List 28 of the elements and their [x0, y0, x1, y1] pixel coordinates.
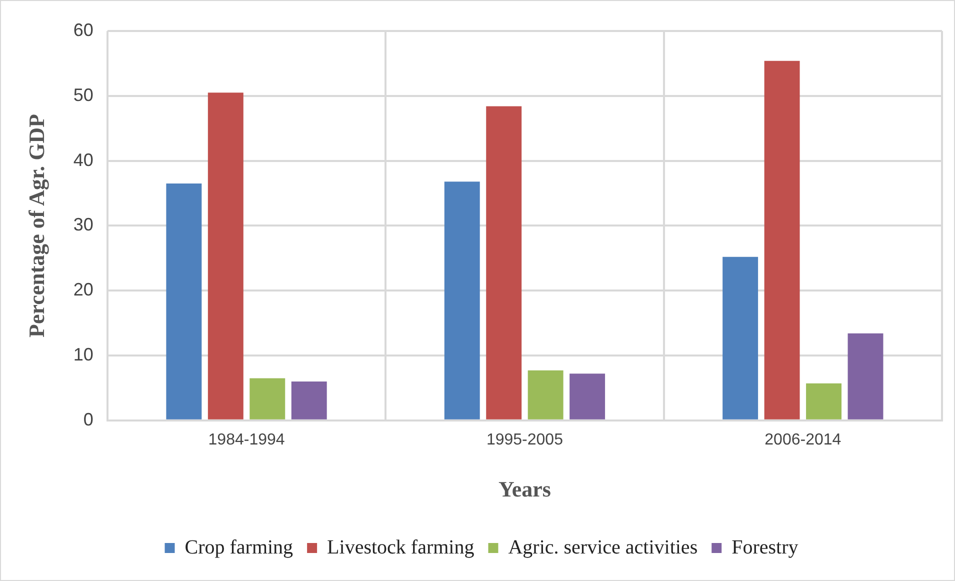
y-tick-label: 10 — [73, 344, 94, 364]
bar — [570, 374, 606, 420]
bar — [528, 370, 564, 420]
y-tick-label: 30 — [73, 214, 94, 235]
y-tick-label: 20 — [73, 280, 94, 300]
bar — [291, 381, 327, 420]
bar — [848, 333, 884, 420]
y-tick-label: 40 — [73, 150, 94, 170]
bar — [722, 256, 758, 420]
bar — [166, 184, 202, 420]
legend-label: Forestry — [732, 536, 798, 558]
y-tick-label: 60 — [73, 20, 94, 40]
y-tick-label: 0 — [83, 409, 94, 430]
bar — [764, 60, 800, 420]
x-tick-label: 2006-2014 — [764, 431, 842, 448]
x-tick-label: 1995-2005 — [486, 431, 564, 448]
x-axis-title: Years — [498, 476, 552, 502]
bar — [806, 383, 842, 420]
legend-label: Agric. service activities — [508, 536, 698, 558]
x-tick-label: 1984-1994 — [208, 431, 285, 448]
bar — [208, 92, 244, 420]
bar — [250, 378, 286, 420]
legend-label: Livestock farming — [327, 536, 474, 558]
legend-label: Crop farming — [184, 536, 294, 558]
y-tick-label: 50 — [73, 84, 94, 105]
bar — [486, 106, 522, 420]
y-axis-title: Percentage of Agr. GDP — [24, 114, 49, 338]
bar — [444, 182, 480, 420]
